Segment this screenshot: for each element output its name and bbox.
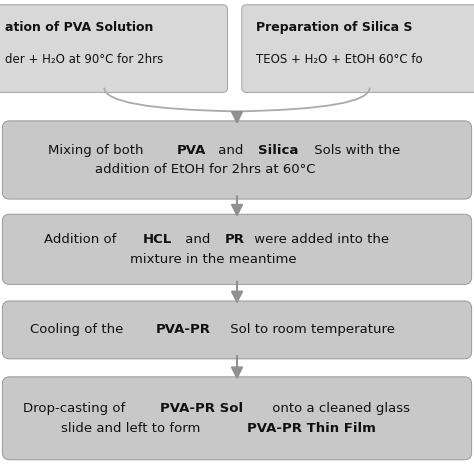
Text: were added into the: were added into the bbox=[250, 233, 389, 246]
Text: Sols with the: Sols with the bbox=[310, 144, 400, 156]
Text: onto a cleaned glass: onto a cleaned glass bbox=[268, 402, 410, 415]
Text: PVA: PVA bbox=[176, 144, 206, 156]
Text: PVA-PR Thin Film: PVA-PR Thin Film bbox=[246, 422, 375, 435]
Text: ation of PVA Solution: ation of PVA Solution bbox=[5, 21, 153, 34]
Text: der + H₂O at 90°C for 2hrs: der + H₂O at 90°C for 2hrs bbox=[5, 54, 163, 66]
FancyBboxPatch shape bbox=[2, 301, 472, 359]
FancyBboxPatch shape bbox=[2, 121, 472, 199]
FancyBboxPatch shape bbox=[2, 377, 472, 460]
Text: Silica: Silica bbox=[258, 144, 298, 156]
Text: Sol to room temperature: Sol to room temperature bbox=[227, 323, 395, 337]
Text: slide and left to form: slide and left to form bbox=[61, 422, 205, 435]
FancyBboxPatch shape bbox=[2, 214, 472, 284]
Text: Preparation of Silica S: Preparation of Silica S bbox=[256, 21, 412, 34]
Text: Addition of: Addition of bbox=[45, 233, 121, 246]
Text: addition of EtOH for 2hrs at 60°C: addition of EtOH for 2hrs at 60°C bbox=[95, 164, 315, 176]
FancyBboxPatch shape bbox=[242, 5, 474, 92]
Text: Drop-casting of: Drop-casting of bbox=[23, 402, 129, 415]
Text: Mixing of both: Mixing of both bbox=[48, 144, 147, 156]
Text: PR: PR bbox=[224, 233, 244, 246]
Text: PVA-PR Sol: PVA-PR Sol bbox=[161, 402, 244, 415]
Text: HCL: HCL bbox=[143, 233, 173, 246]
Text: and: and bbox=[181, 233, 215, 246]
Text: TEOS + H₂O + EtOH 60°C fo: TEOS + H₂O + EtOH 60°C fo bbox=[256, 54, 423, 66]
Text: and: and bbox=[214, 144, 248, 156]
FancyBboxPatch shape bbox=[0, 5, 228, 92]
Text: mixture in the meantime: mixture in the meantime bbox=[129, 253, 296, 266]
Text: PVA-PR: PVA-PR bbox=[155, 323, 210, 337]
Text: Cooling of the: Cooling of the bbox=[29, 323, 127, 337]
